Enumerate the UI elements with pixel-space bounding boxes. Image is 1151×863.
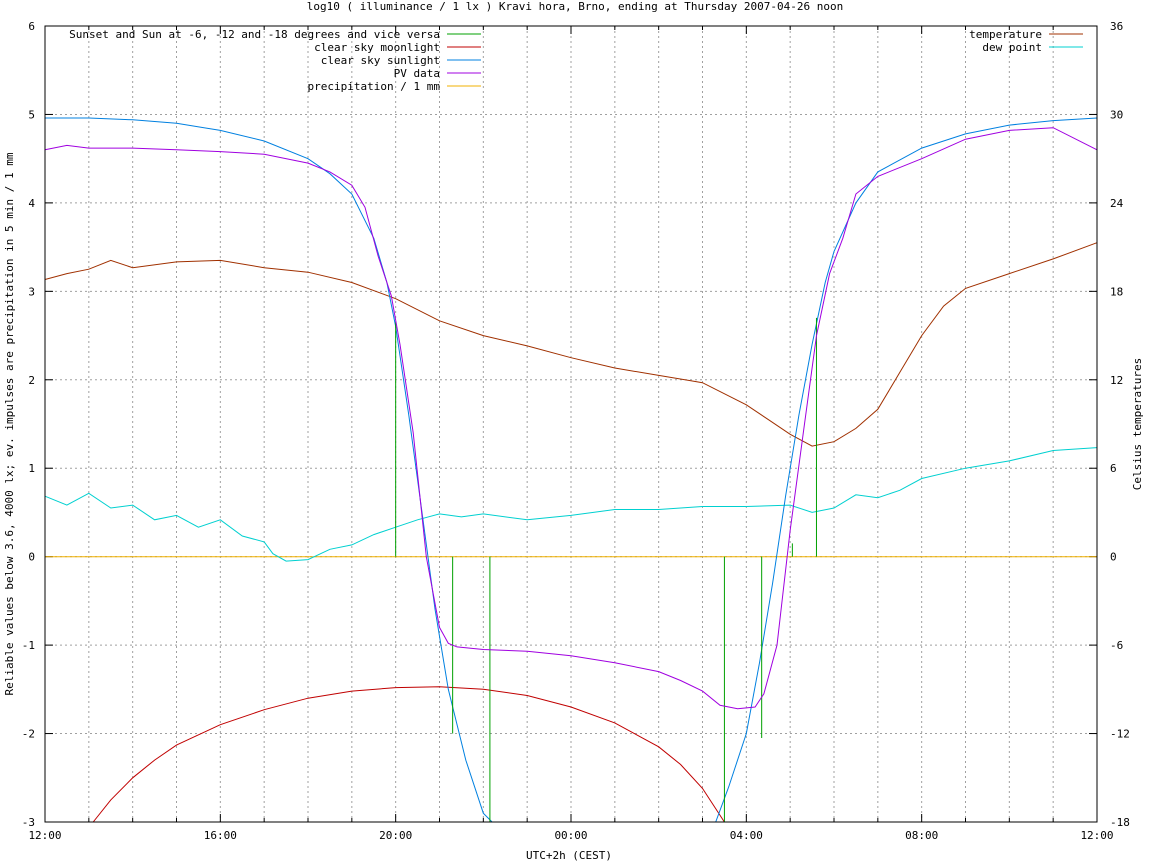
legend-label: clear sky moonlight (314, 41, 440, 54)
legend-label: Sunset and Sun at -6, -12 and -18 degree… (69, 28, 440, 41)
x-axis-label: UTC+2h (CEST) (526, 849, 612, 862)
legend-label: clear sky sunlight (321, 54, 440, 67)
legend: Sunset and Sun at -6, -12 and -18 degree… (69, 28, 1083, 93)
y-tick-label: 2 (28, 374, 35, 387)
x-tick-label: 20:00 (379, 829, 412, 842)
series-group (44, 117, 1098, 823)
x-tick-label: 08:00 (905, 829, 938, 842)
x-tick-label: 12:00 (28, 829, 61, 842)
legend-label: dew point (982, 41, 1042, 54)
y2-tick-label: 6 (1110, 462, 1117, 475)
y2-tick-label: 18 (1110, 285, 1123, 298)
y-tick-label: 5 (28, 108, 35, 121)
y-tick-label: 0 (28, 551, 35, 564)
y2-tick-label: -12 (1110, 728, 1130, 741)
y-axis-label: Reliable values below 3.6, 4000 lx; ev. … (3, 152, 16, 695)
legend-label: temperature (969, 28, 1042, 41)
legend-label: precipitation / 1 mm (308, 80, 441, 93)
series-sunlight (45, 117, 1098, 823)
y2-tick-label: 0 (1110, 551, 1117, 564)
y-tick-label: -1 (22, 639, 35, 652)
x-tick-label: 12:00 (1080, 829, 1113, 842)
series-dew-point (44, 447, 1098, 562)
x-tick-label: 00:00 (554, 829, 587, 842)
x-tick-label: 16:00 (204, 829, 237, 842)
y2-tick-label: -18 (1110, 816, 1130, 829)
y2-tick-label: 30 (1110, 108, 1123, 121)
x-tick-label: 04:00 (730, 829, 763, 842)
legend-label: PV data (394, 67, 440, 80)
y2-tick-label: -6 (1110, 639, 1123, 652)
y2-tick-label: 12 (1110, 374, 1123, 387)
series-moonlight (92, 686, 725, 823)
plot-frame (44, 25, 1098, 823)
y-tick-label: 3 (28, 285, 35, 298)
y-tick-label: 4 (28, 197, 35, 210)
chart-title: log10 ( illuminance / 1 lx ) Kravi hora,… (307, 0, 843, 13)
series-pv-data (44, 127, 1098, 710)
y2-tick-label: 24 (1110, 197, 1124, 210)
y-tick-label: 6 (28, 20, 35, 33)
series-temperature (44, 242, 1098, 447)
y-tick-label: -2 (22, 728, 35, 741)
y2-axis-label: Celsius temperatures (1131, 358, 1144, 490)
y-tick-label: -3 (22, 816, 35, 829)
y2-tick-label: 36 (1110, 20, 1123, 33)
y-tick-label: 1 (28, 462, 35, 475)
